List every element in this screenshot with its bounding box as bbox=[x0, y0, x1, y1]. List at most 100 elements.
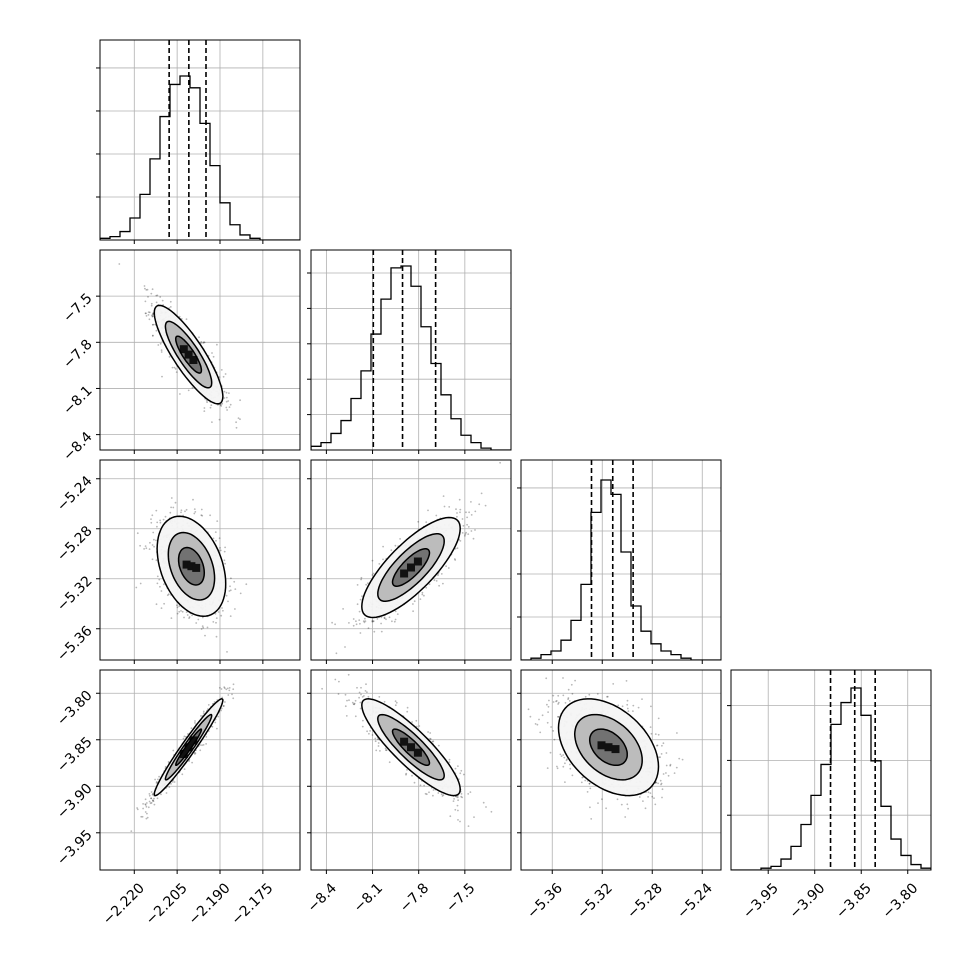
sample-point bbox=[218, 537, 221, 540]
sample-point bbox=[460, 795, 463, 798]
sample-point bbox=[627, 710, 630, 713]
sample-point bbox=[143, 285, 146, 287]
sample-point bbox=[224, 373, 227, 375]
sample-point bbox=[388, 761, 391, 764]
sample-point bbox=[427, 731, 429, 733]
sample-point bbox=[202, 626, 205, 629]
sample-point bbox=[462, 773, 465, 776]
sample-point bbox=[150, 302, 153, 305]
sample-point bbox=[363, 621, 366, 624]
sample-point bbox=[364, 690, 367, 692]
sample-point bbox=[419, 784, 422, 787]
panel-content bbox=[100, 250, 300, 450]
sample-point bbox=[188, 760, 190, 762]
sample-point bbox=[428, 791, 430, 794]
sample-point bbox=[399, 538, 401, 540]
sample-point bbox=[201, 616, 204, 619]
density-core-cell bbox=[189, 356, 198, 364]
sample-point bbox=[118, 263, 121, 265]
sample-point bbox=[150, 292, 153, 295]
sample-point bbox=[179, 393, 181, 395]
sample-point bbox=[164, 765, 167, 768]
sample-point bbox=[423, 594, 425, 597]
sample-point bbox=[148, 800, 151, 803]
sample-point bbox=[155, 301, 158, 304]
sample-point bbox=[459, 511, 461, 514]
sample-point bbox=[557, 715, 559, 718]
sample-point bbox=[205, 736, 208, 738]
sample-point bbox=[151, 315, 154, 318]
sample-point bbox=[228, 689, 231, 692]
sample-point bbox=[366, 730, 368, 733]
sample-point bbox=[216, 727, 218, 730]
sample-point bbox=[367, 582, 369, 585]
sample-point bbox=[334, 623, 336, 626]
sample-point bbox=[222, 609, 224, 612]
sample-point bbox=[394, 704, 397, 707]
sample-point bbox=[233, 580, 236, 583]
sample-point bbox=[427, 509, 429, 512]
sample-point bbox=[199, 744, 202, 746]
sample-point bbox=[358, 696, 360, 699]
sample-point bbox=[367, 627, 370, 629]
sample-point bbox=[190, 727, 193, 730]
sample-point bbox=[443, 505, 446, 508]
density-core-cell bbox=[413, 748, 422, 757]
sample-point bbox=[470, 501, 472, 503]
sample-point bbox=[150, 791, 153, 793]
sample-point bbox=[153, 797, 155, 800]
sample-point bbox=[227, 694, 230, 696]
sample-point bbox=[150, 304, 153, 307]
sample-point bbox=[153, 538, 155, 541]
sample-point bbox=[359, 707, 362, 710]
sample-point bbox=[182, 737, 185, 740]
sample-point bbox=[466, 516, 468, 519]
sample-point bbox=[364, 620, 367, 622]
sample-point bbox=[338, 680, 340, 683]
sample-point bbox=[355, 623, 358, 626]
sample-point bbox=[228, 392, 230, 394]
sample-point bbox=[385, 749, 388, 752]
sample-point bbox=[394, 544, 397, 547]
panel-joint-3-0 bbox=[96, 669, 301, 874]
sample-point bbox=[146, 812, 148, 815]
sample-point bbox=[161, 375, 163, 378]
sample-point bbox=[360, 693, 362, 696]
sample-point bbox=[195, 622, 198, 624]
sample-point bbox=[225, 396, 228, 399]
sample-point bbox=[174, 501, 177, 504]
contour-line bbox=[361, 698, 461, 797]
sample-point bbox=[198, 336, 200, 339]
sample-point bbox=[226, 651, 228, 653]
sample-point bbox=[194, 722, 196, 724]
panel-diag-3 bbox=[727, 669, 932, 874]
sample-point bbox=[176, 612, 179, 615]
sample-point bbox=[461, 796, 464, 799]
sample-point bbox=[413, 600, 416, 603]
sample-point bbox=[429, 732, 432, 734]
sample-point bbox=[205, 399, 208, 402]
sample-point bbox=[206, 401, 209, 404]
sample-point bbox=[156, 525, 158, 528]
sample-point bbox=[223, 559, 226, 562]
sample-point bbox=[172, 749, 175, 752]
sample-point bbox=[406, 710, 409, 713]
sample-point bbox=[147, 806, 150, 809]
sample-point bbox=[365, 583, 368, 586]
sample-point bbox=[365, 683, 367, 686]
sample-point bbox=[136, 808, 139, 811]
sample-point bbox=[234, 588, 237, 590]
sample-point bbox=[149, 541, 151, 544]
sample-point bbox=[153, 545, 156, 548]
sample-point bbox=[144, 312, 147, 315]
sample-point bbox=[359, 701, 362, 704]
sample-point bbox=[406, 706, 409, 709]
sample-point bbox=[459, 820, 461, 823]
sample-point bbox=[176, 606, 179, 609]
panel-frame bbox=[310, 459, 512, 661]
sample-point bbox=[431, 740, 434, 743]
sample-point bbox=[480, 492, 483, 495]
density-core-cell bbox=[407, 743, 415, 752]
sample-point bbox=[435, 514, 438, 517]
panel-frame bbox=[99, 669, 301, 871]
